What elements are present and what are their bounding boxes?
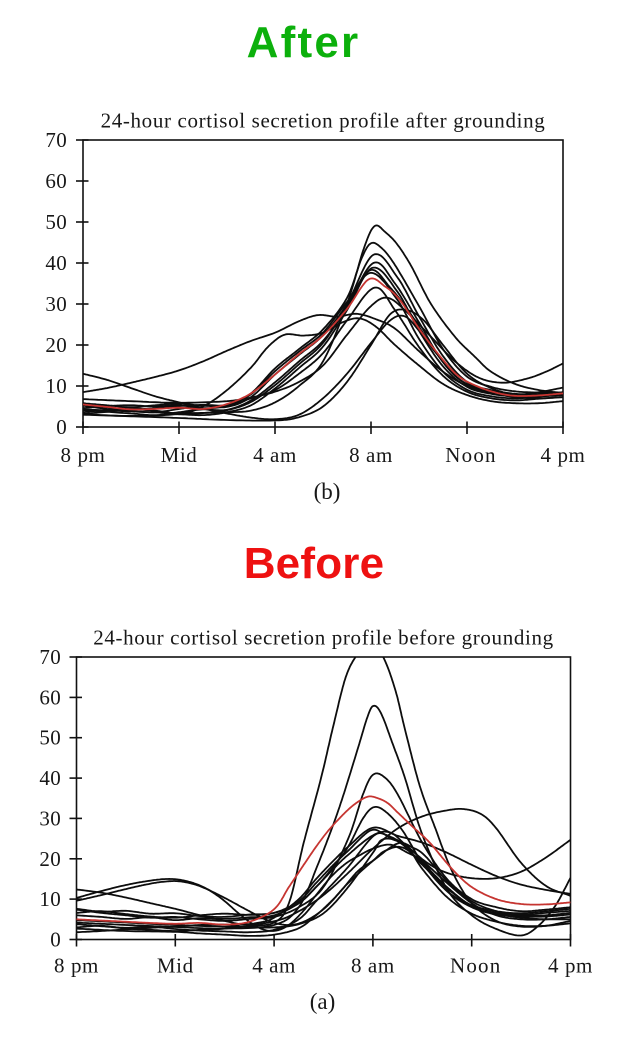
svg-text:20: 20 <box>45 333 67 357</box>
svg-text:(a): (a) <box>310 989 336 1014</box>
svg-text:Noon: Noon <box>445 443 496 467</box>
svg-text:24-hour cortisol secretion pro: 24-hour cortisol secretion profile after… <box>101 109 546 133</box>
svg-text:50: 50 <box>45 210 67 234</box>
svg-text:60: 60 <box>45 169 67 193</box>
svg-text:Mid: Mid <box>157 954 194 978</box>
svg-text:8 am: 8 am <box>349 443 393 467</box>
svg-text:60: 60 <box>39 685 61 709</box>
svg-text:4 am: 4 am <box>253 443 297 467</box>
svg-text:70: 70 <box>39 645 61 669</box>
svg-text:50: 50 <box>39 726 61 750</box>
svg-text:10: 10 <box>45 374 67 398</box>
svg-text:4 am: 4 am <box>252 954 296 978</box>
svg-text:24-hour cortisol secretion pro: 24-hour cortisol secretion profile befor… <box>93 626 554 650</box>
svg-text:Noon: Noon <box>450 954 501 978</box>
svg-text:30: 30 <box>39 806 61 830</box>
svg-text:40: 40 <box>39 766 61 790</box>
svg-text:4 pm: 4 pm <box>548 954 593 978</box>
svg-text:8 am: 8 am <box>351 954 395 978</box>
svg-text:40: 40 <box>45 251 67 275</box>
svg-text:0: 0 <box>56 415 67 439</box>
svg-text:0: 0 <box>50 928 61 952</box>
svg-text:70: 70 <box>45 128 67 152</box>
svg-text:10: 10 <box>39 887 61 911</box>
svg-text:8 pm: 8 pm <box>61 443 106 467</box>
svg-text:(b): (b) <box>314 479 341 504</box>
svg-text:20: 20 <box>39 847 61 871</box>
svg-text:4 pm: 4 pm <box>541 443 586 467</box>
svg-text:Mid: Mid <box>161 443 198 467</box>
svg-text:30: 30 <box>45 292 67 316</box>
svg-text:8 pm: 8 pm <box>54 954 99 978</box>
